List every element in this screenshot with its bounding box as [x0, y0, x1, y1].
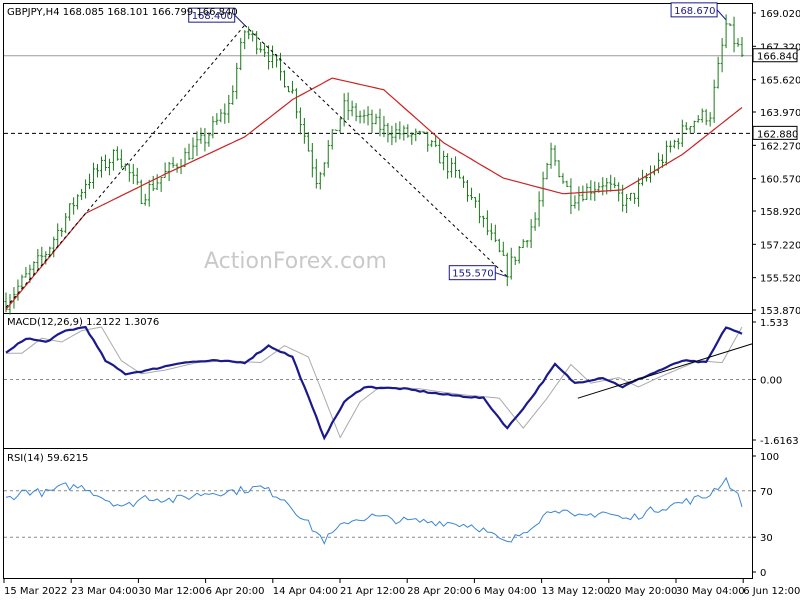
- rsi-tick-label: 0: [760, 568, 766, 579]
- price-level-lines: [4, 55, 752, 134]
- macd-tick-label: 1.533: [760, 318, 789, 329]
- rsi-tick-label: 70: [760, 487, 773, 498]
- price-tick-label: 153.870: [760, 306, 800, 317]
- current-price-label: 166.840: [757, 52, 798, 63]
- price-axis-ticks: 169.020 167.320 165.620 163.970 162.270 160.5…: [752, 9, 800, 317]
- x-tick-label: 28 Apr 20:00: [407, 586, 472, 597]
- wave-lines: [5, 24, 508, 308]
- price-tick-label: 167.320: [760, 42, 800, 53]
- x-tick-label: 15 Mar 2022: [4, 586, 67, 597]
- macd-trend-line: [577, 343, 753, 399]
- macd-trendline: [577, 343, 753, 399]
- x-tick-label: 23 Mar 04:00: [71, 586, 138, 597]
- annotation-leader: [234, 14, 246, 26]
- rsi-path: [5, 476, 743, 545]
- price-tick-label: 158.920: [760, 207, 800, 218]
- price-tick-label: 162.270: [760, 141, 800, 152]
- price-tick-label: 160.570: [760, 175, 800, 186]
- rsi-axis-ticks: 100 70 30 0: [752, 452, 779, 579]
- rsi-tick-label: 100: [760, 452, 779, 463]
- moving-average: [5, 77, 743, 310]
- price-right-labels: 166.840 162.880: [752, 48, 798, 140]
- x-tick-label: 6 Apr 20:00: [206, 586, 265, 597]
- annotation-leader: [495, 272, 508, 278]
- price-tick-label: 157.220: [760, 240, 800, 251]
- macd-signal-path: [6, 326, 743, 439]
- macd-signal-line: [6, 326, 743, 439]
- wave-line-up: [5, 24, 246, 308]
- rsi-panel-frame: [3, 448, 753, 579]
- macd-header: MACD(12,26,9) 1.2122 1.3076: [7, 317, 159, 328]
- price-tick-label: 169.020: [760, 9, 800, 20]
- price-tick-label: 155.520: [760, 274, 800, 285]
- rsi-tick-label: 30: [760, 533, 773, 544]
- rsi-header: RSI(14) 59.6215: [7, 453, 88, 464]
- price-tick-label: 165.620: [760, 76, 800, 87]
- price-header: GBPJPY,H4 168.085 168.101 166.799 166.84…: [7, 7, 238, 18]
- x-axis-ticks: 15 Mar 2022 23 Mar 04:00 30 Mar 12:00 6 Apr…: [3, 579, 800, 597]
- annotation-label: 168.670: [674, 6, 715, 17]
- x-tick-label: 14 Apr 04:00: [273, 586, 338, 597]
- watermark: ActionForex.com: [204, 249, 387, 274]
- annotation-label: 155.570: [452, 269, 493, 280]
- annotation-label: 168.400: [192, 11, 233, 22]
- watermark-text: ActionForex.com: [204, 249, 387, 274]
- ma-line: [5, 77, 743, 310]
- macd-tick-label: -1.6163: [760, 436, 799, 447]
- wave-line-down: [244, 24, 508, 278]
- macd-tick-label: 0.00: [760, 375, 782, 386]
- x-tick-label: 13 May 12:00: [542, 586, 611, 597]
- price-tick-label: 163.970: [760, 108, 800, 119]
- x-tick-label: 30 Mar 12:00: [138, 586, 205, 597]
- x-tick-label: 30 May 04:00: [676, 586, 745, 597]
- current-price-label-box: [752, 48, 798, 63]
- rsi-line: [5, 476, 743, 545]
- x-tick-label: 6 May 04:00: [474, 586, 536, 597]
- macd-axis-ticks: 1.533 0.00 -1.6163: [752, 318, 799, 447]
- x-tick-label: 21 Apr 12:00: [340, 586, 405, 597]
- x-tick-label: 20 May 20:00: [609, 586, 678, 597]
- x-tick-label: 6 Jun 12:00: [743, 586, 800, 597]
- annotation-leader: [716, 9, 727, 21]
- price-annotations: 168.400 155.570 168.670: [188, 2, 727, 281]
- level-price-label-box: [752, 125, 798, 140]
- level-price-label: 162.880: [757, 129, 798, 140]
- rsi-level-lines: [4, 490, 752, 538]
